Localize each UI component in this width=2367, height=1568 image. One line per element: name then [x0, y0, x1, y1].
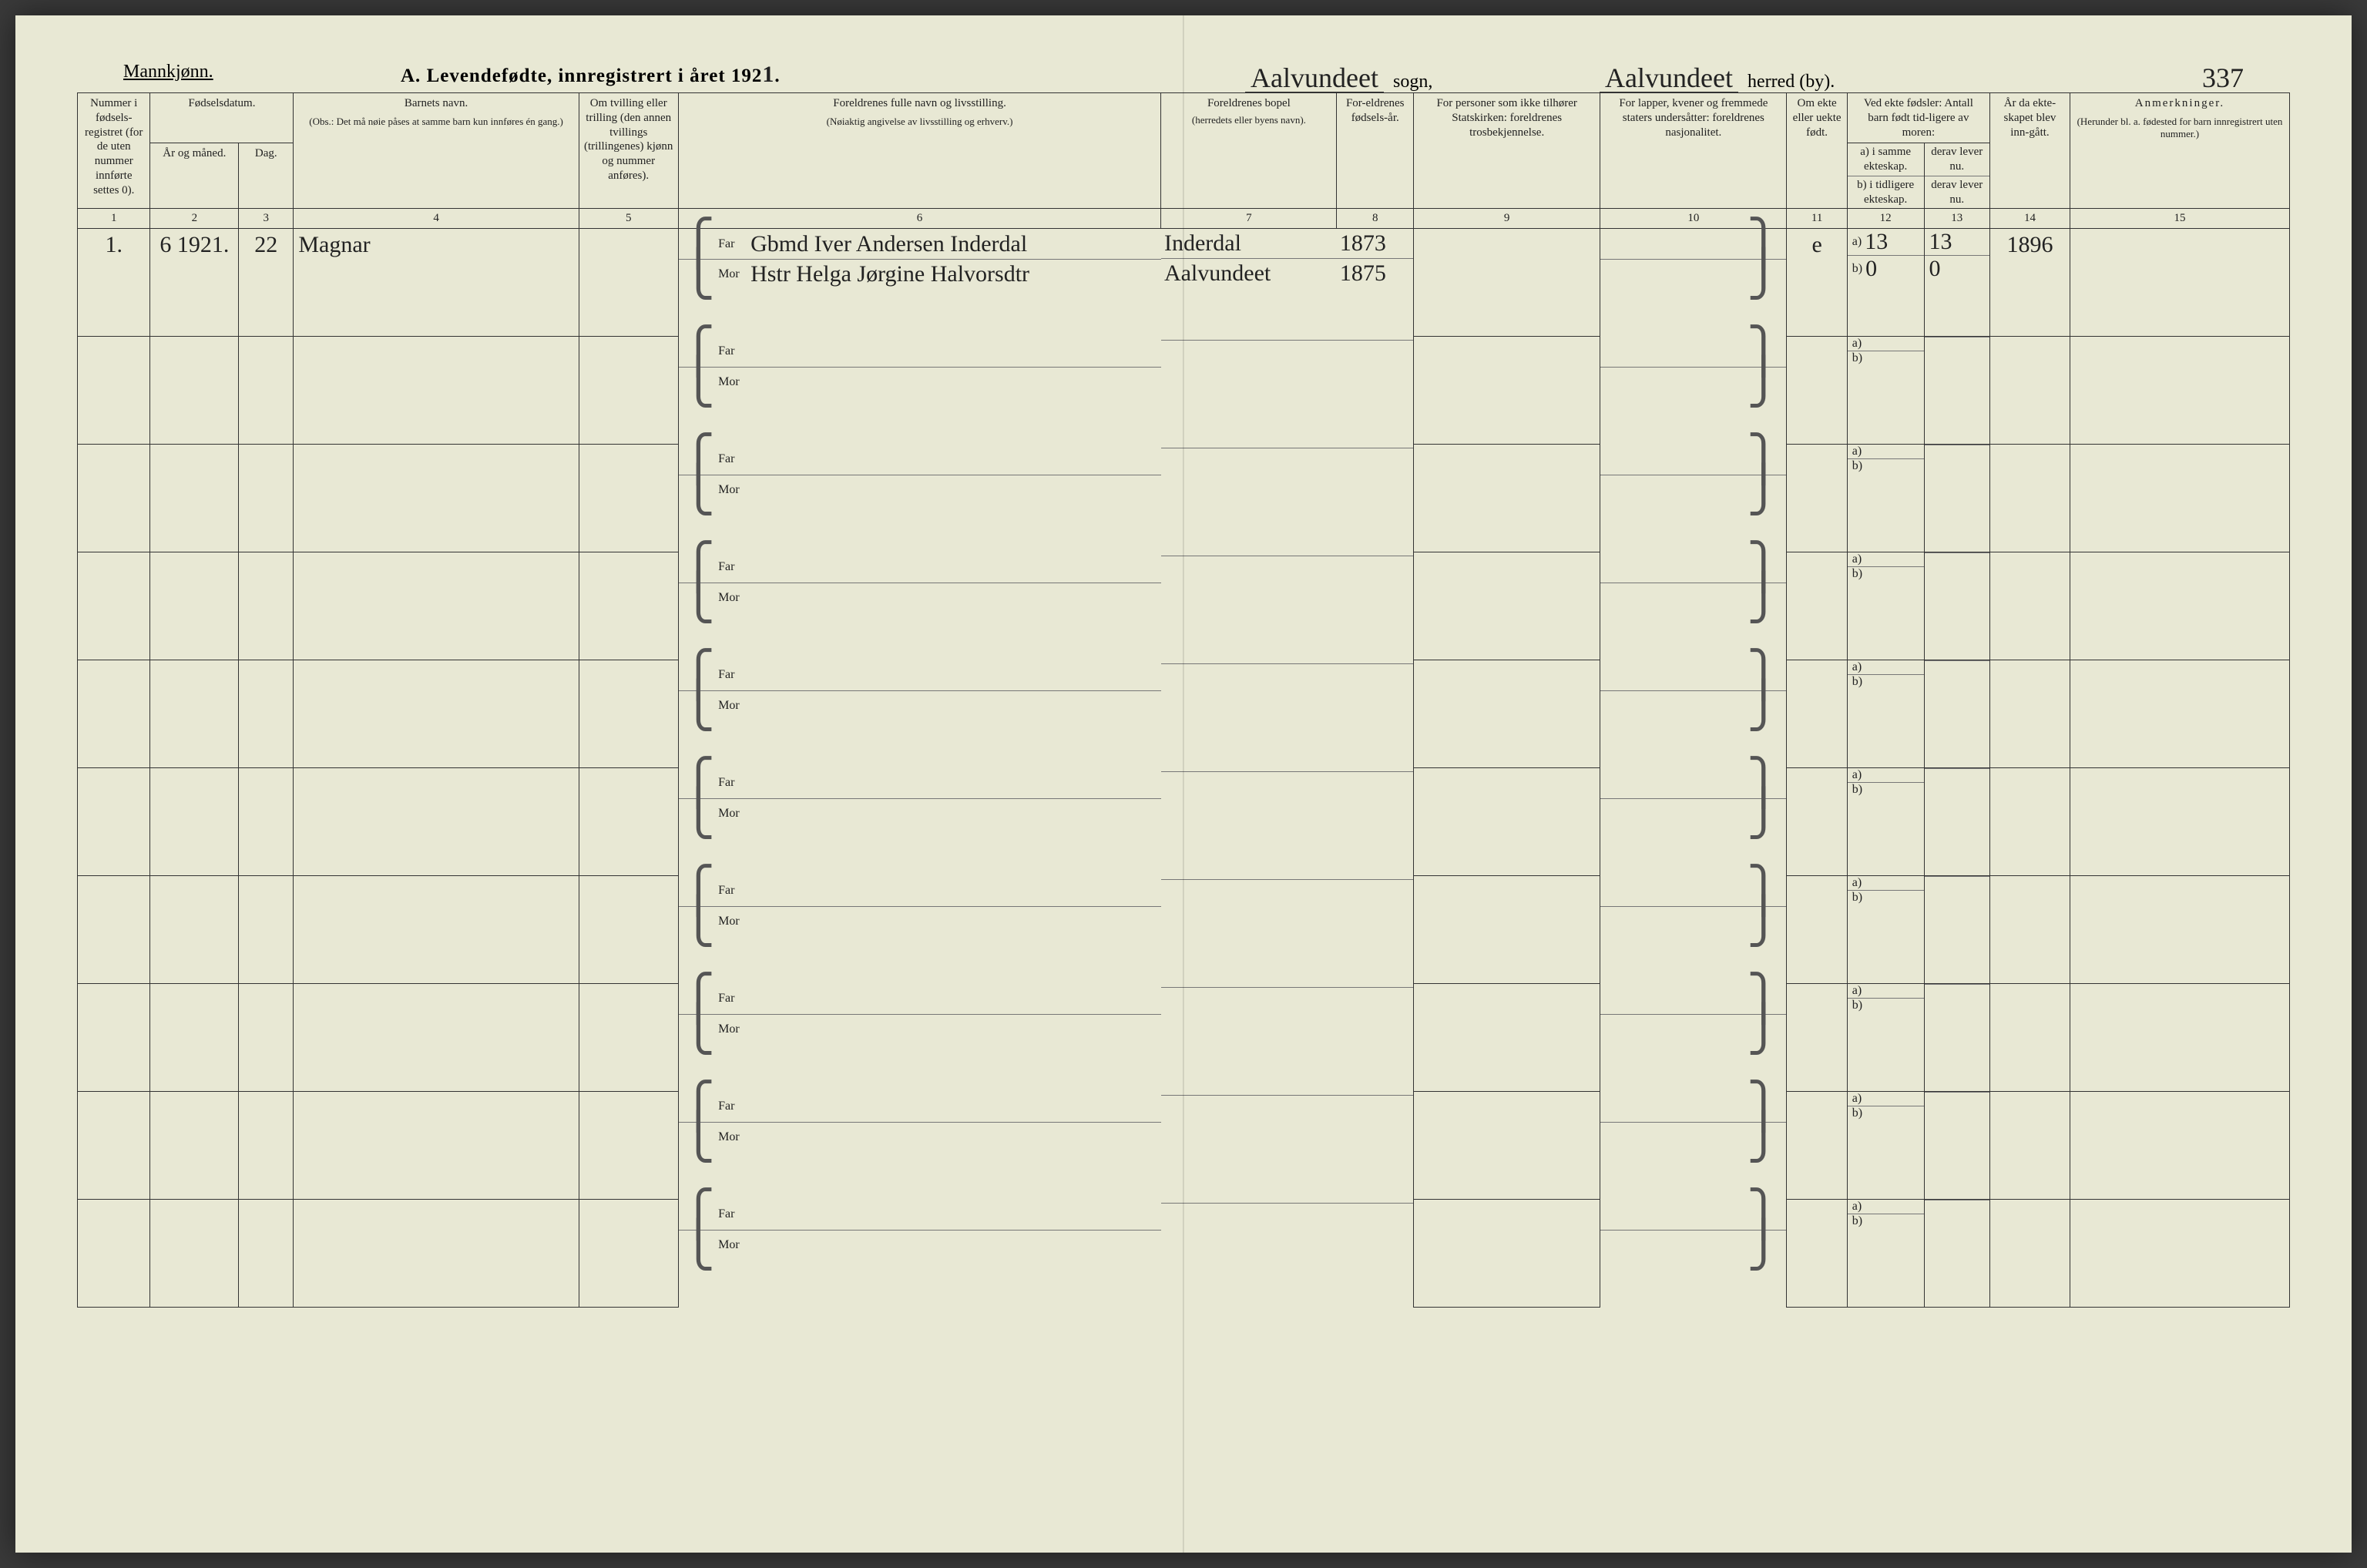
- page-spine: [1183, 15, 1184, 1553]
- col-2-header: År og måned.: [150, 143, 239, 209]
- col-9-header: For personer som ikke tilhører Statskirk…: [1414, 93, 1600, 209]
- col-11-header: Om ekte eller uekte født.: [1787, 93, 1847, 209]
- col-10-header: For lapper, kvener og fremmede staters u…: [1600, 93, 1787, 209]
- col-7-header: Foreldrenes bopel (herredets eller byens…: [1161, 93, 1337, 209]
- page-number: 337: [2202, 62, 2244, 94]
- document-page: Mannkjønn. A. Levendefødte, innregistrer…: [15, 15, 2352, 1553]
- col-1-header: Nummer i fødsels-registret (for de uten …: [78, 93, 150, 209]
- herred-field: Aalvundeet herred (by).: [1595, 62, 1835, 92]
- col-8-header: For-eldrenes fødsels-år.: [1337, 93, 1414, 209]
- page-title: A. Levendefødte, innregistrert i året 19…: [401, 62, 781, 88]
- col-2-3-group: Fødselsdatum.: [150, 93, 294, 143]
- col-12-13-group: Ved ekte fødsler: Antall barn født tid-l…: [1847, 93, 1989, 143]
- col-4-header: Barnets navn. (Obs.: Det må nøie påses a…: [294, 93, 579, 209]
- col-12-header: a) i samme ekteskap. b) i tidligere ekte…: [1847, 143, 1924, 209]
- col-6-header: Foreldrenes fulle navn og livsstilling. …: [678, 93, 1161, 209]
- col-14-header: År da ekte-skapet blev inn-gått.: [1989, 93, 2070, 209]
- col-15-header: Anmerkninger. (Herunder bl. a. fødested …: [2070, 93, 2289, 209]
- sogn-field: Aalvundeet sogn,: [1241, 62, 1432, 92]
- col-5-header: Om tvilling eller trilling (den annen tv…: [579, 93, 678, 209]
- col-13-header: derav lever nu. derav lever nu.: [1924, 143, 1989, 209]
- col-3-header: Dag.: [239, 143, 294, 209]
- gender-label: Mannkjønn.: [123, 62, 213, 82]
